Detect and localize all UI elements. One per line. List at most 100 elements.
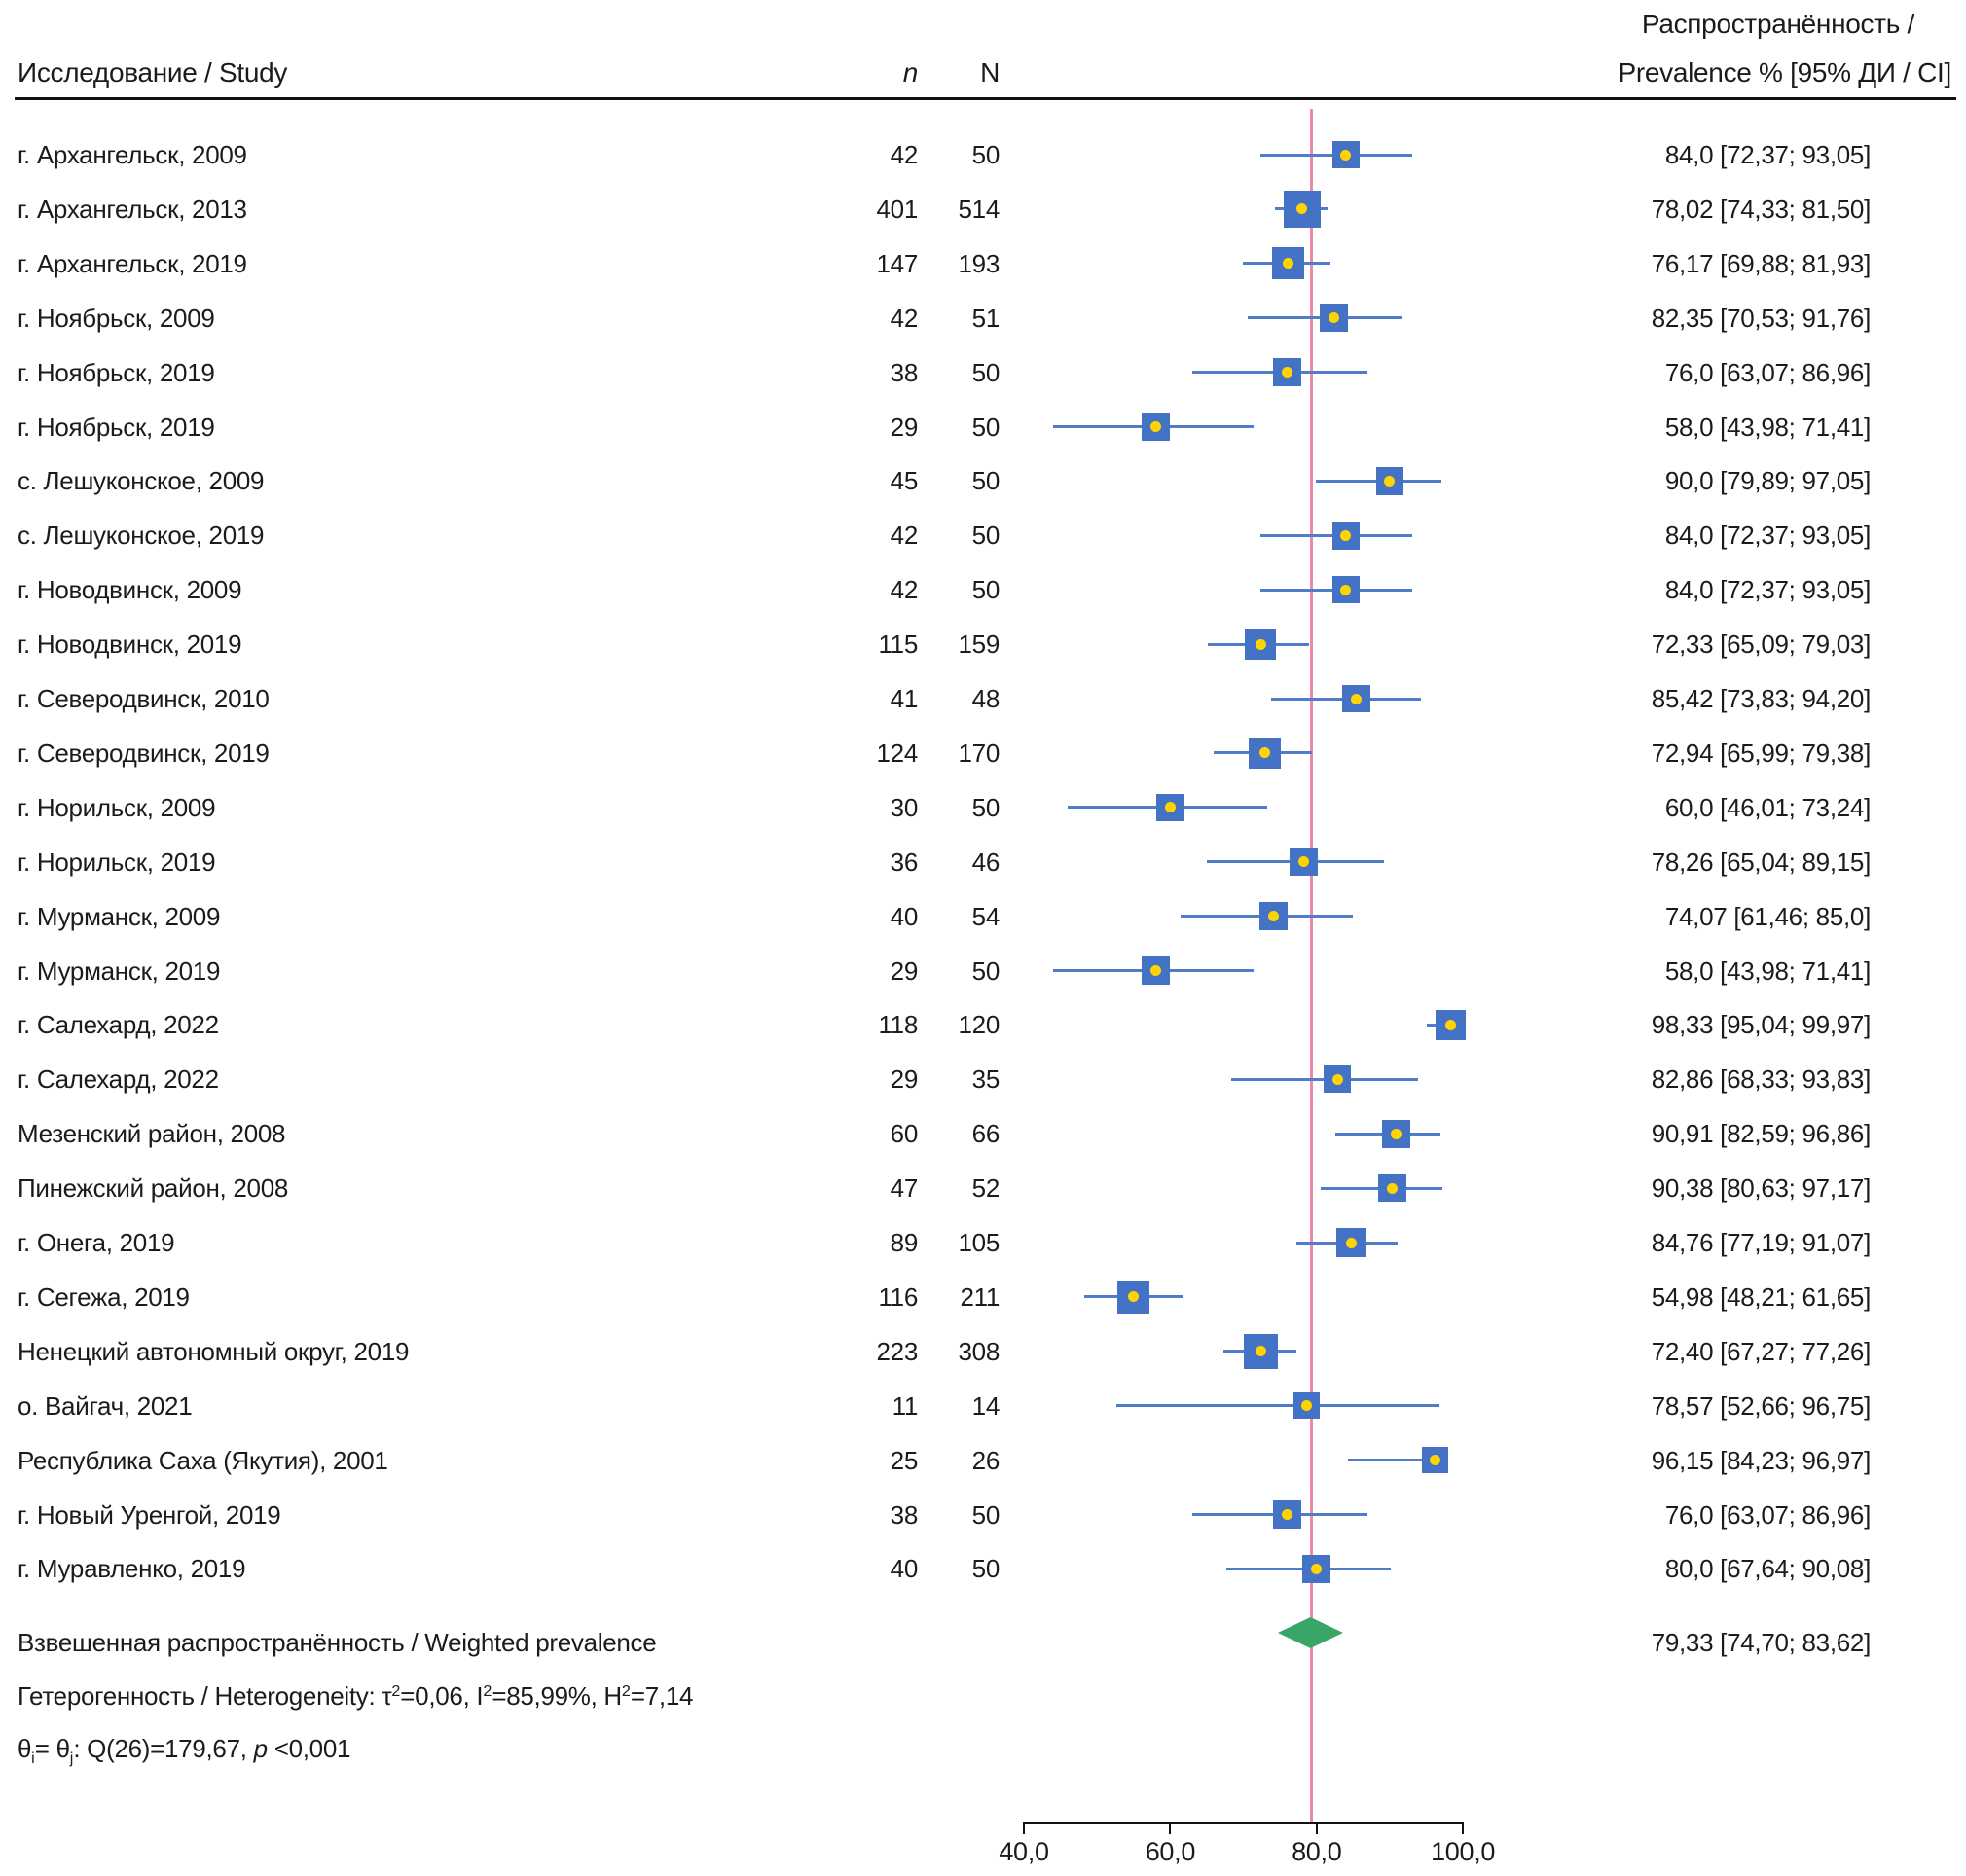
study-label: г. Ноябрьск, 2019 (18, 357, 215, 387)
estimate-dot (1255, 638, 1266, 650)
study-N: 50 (971, 140, 1001, 169)
estimate-dot (1331, 1073, 1343, 1085)
study-N: 50 (971, 412, 1001, 442)
study-label: г. Салехард, 2022 (18, 1064, 219, 1095)
study-label: Мезенский район, 2008 (18, 1119, 286, 1149)
study-estimate-text: 76,0 [63,07; 86,96] (1664, 1499, 1871, 1530)
axis-tick (1462, 1822, 1465, 1834)
study-n: 116 (878, 1281, 918, 1312)
stat-text-segment: <0,001 (267, 1734, 351, 1763)
study-label: с. Лешуконское, 2019 (18, 521, 265, 551)
study-label: г. Ноябрьск, 2009 (18, 303, 215, 333)
study-estimate-text: 78,02 [74,33; 81,50] (1651, 194, 1872, 224)
x-axis (1024, 1822, 1464, 1824)
study-n: 29 (890, 412, 919, 442)
stat-text-segment: =85,99%, H (492, 1681, 622, 1711)
study-N: 48 (971, 684, 1001, 713)
q-test-text: θi= θj: Q(26)=179,67, p <0,001 (18, 1732, 351, 1767)
study-N: 50 (971, 466, 1001, 496)
heterogeneity-text: Гетерогенность / Heterogeneity: τ2=0,06,… (18, 1679, 693, 1713)
estimate-dot (1128, 1291, 1140, 1303)
study-N: 211 (960, 1281, 1000, 1312)
axis-tick (1315, 1822, 1318, 1834)
study-label: о. Вайгач, 2021 (18, 1390, 193, 1421)
study-N: 50 (971, 792, 1001, 822)
study-N: 51 (971, 303, 1001, 333)
weighted-prevalence-value: 79,33 [74,70; 83,62] (1651, 1628, 1872, 1657)
column-header-N: N (980, 57, 1000, 88)
study-N: 26 (971, 1445, 1001, 1475)
study-estimate-text: 90,0 [79,89; 97,05] (1664, 466, 1871, 496)
study-n: 118 (878, 1010, 918, 1040)
study-label: г. Онега, 2019 (18, 1228, 175, 1257)
study-n: 38 (890, 1499, 919, 1530)
study-N: 120 (958, 1010, 1001, 1040)
weighted-prevalence-label: Взвешенная распространённость / Weighted… (18, 1628, 657, 1657)
estimate-dot (1445, 1019, 1457, 1030)
study-n: 30 (890, 792, 919, 822)
study-n: 401 (876, 194, 919, 224)
study-estimate-text: 72,40 [67,27; 77,26] (1651, 1336, 1872, 1366)
study-n: 147 (876, 248, 919, 278)
estimate-dot (1282, 1509, 1293, 1520)
study-label: Ненецкий автономный округ, 2019 (18, 1336, 410, 1366)
ci-line (1347, 1459, 1441, 1462)
estimate-dot (1300, 1400, 1312, 1412)
study-label: г. Архангельск, 2009 (18, 140, 247, 169)
study-label: г. Новодвинск, 2019 (18, 630, 242, 660)
estimate-dot (1328, 312, 1339, 324)
study-estimate-text: 72,94 [65,99; 79,38] (1651, 738, 1872, 768)
column-header-prevalence-line1: Распространённость / (1641, 9, 1914, 39)
study-N: 308 (958, 1336, 1001, 1366)
ci-line (1116, 1404, 1439, 1408)
study-n: 25 (890, 1445, 919, 1475)
column-header-prevalence-line2: Prevalence % [95% ДИ / CI] (1618, 57, 1951, 88)
study-N: 52 (971, 1173, 1001, 1204)
stat-text-segment: j (69, 1749, 74, 1767)
study-label: г. Сегежа, 2019 (18, 1281, 190, 1312)
study-N: 50 (971, 575, 1001, 605)
axis-tick-label: 60,0 (1145, 1837, 1196, 1866)
study-N: 14 (971, 1390, 1001, 1421)
study-estimate-text: 96,15 [84,23; 96,97] (1651, 1445, 1872, 1475)
stat-text-segment: p (253, 1734, 268, 1763)
study-N: 50 (971, 357, 1001, 387)
study-estimate-text: 80,0 [67,64; 90,08] (1664, 1554, 1871, 1584)
estimate-dot (1387, 1182, 1399, 1194)
study-estimate-text: 54,98 [48,21; 61,65] (1651, 1281, 1872, 1312)
study-n: 42 (890, 521, 919, 551)
study-estimate-text: 90,38 [80,63; 97,17] (1651, 1173, 1872, 1204)
estimate-dot (1311, 1563, 1323, 1574)
study-n: 11 (892, 1390, 919, 1421)
study-label: г. Мурманск, 2009 (18, 901, 221, 931)
study-N: 54 (971, 901, 1001, 931)
estimate-dot (1282, 367, 1293, 379)
reference-line (1310, 109, 1314, 1822)
study-N: 66 (971, 1119, 1001, 1149)
study-estimate-text: 82,86 [68,33; 93,83] (1651, 1064, 1872, 1095)
axis-tick (1169, 1822, 1172, 1834)
column-header-study: Исследование / Study (18, 57, 288, 88)
axis-tick (1023, 1822, 1025, 1834)
study-N: 50 (971, 521, 1001, 551)
estimate-dot (1298, 856, 1310, 868)
study-estimate-text: 84,76 [77,19; 91,07] (1651, 1228, 1872, 1257)
estimate-dot (1429, 1455, 1440, 1466)
study-label: г. Мурманск, 2019 (18, 956, 221, 986)
stat-text-segment: i (31, 1749, 35, 1767)
study-n: 29 (890, 956, 919, 986)
estimate-dot (1256, 1346, 1267, 1357)
study-n: 36 (890, 847, 919, 877)
study-n: 45 (890, 466, 919, 496)
estimate-dot (1296, 203, 1308, 215)
stat-text-segment: = θ (34, 1734, 70, 1763)
axis-tick-label: 100,0 (1431, 1837, 1496, 1866)
study-estimate-text: 58,0 [43,98; 71,41] (1664, 412, 1871, 442)
study-estimate-text: 90,91 [82,59; 96,86] (1651, 1119, 1872, 1149)
study-label: г. Архангельск, 2019 (18, 248, 247, 278)
estimate-dot (1259, 747, 1271, 759)
estimate-dot (1351, 693, 1362, 704)
study-label: г. Северодвинск, 2019 (18, 738, 270, 768)
study-label: г. Муравленко, 2019 (18, 1554, 246, 1584)
estimate-dot (1149, 965, 1161, 976)
